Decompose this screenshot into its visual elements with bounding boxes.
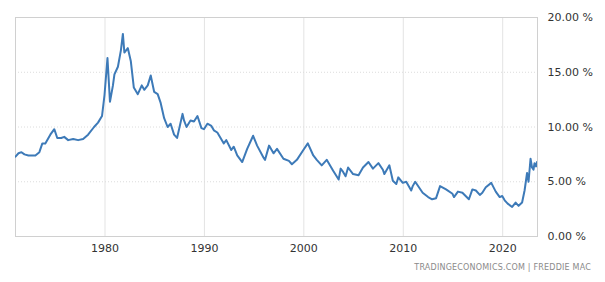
svg-text:2000: 2000 [290, 242, 318, 255]
svg-text:5.00 %: 5.00 % [548, 175, 586, 188]
svg-text:1980: 1980 [91, 242, 119, 255]
svg-text:1990: 1990 [190, 242, 218, 255]
svg-text:20.00 %: 20.00 % [548, 11, 593, 24]
svg-text:10.00 %: 10.00 % [548, 121, 593, 134]
svg-text:15.00 %: 15.00 % [548, 66, 593, 79]
svg-text:2010: 2010 [389, 242, 417, 255]
svg-text:2020: 2020 [489, 242, 517, 255]
svg-text:0.00 %: 0.00 % [548, 230, 586, 243]
html-text:TRADINGECONOMICS.COM | FREDDIE: TRADINGECONOMICS.COM | FREDDIE MAC [414, 263, 591, 272]
